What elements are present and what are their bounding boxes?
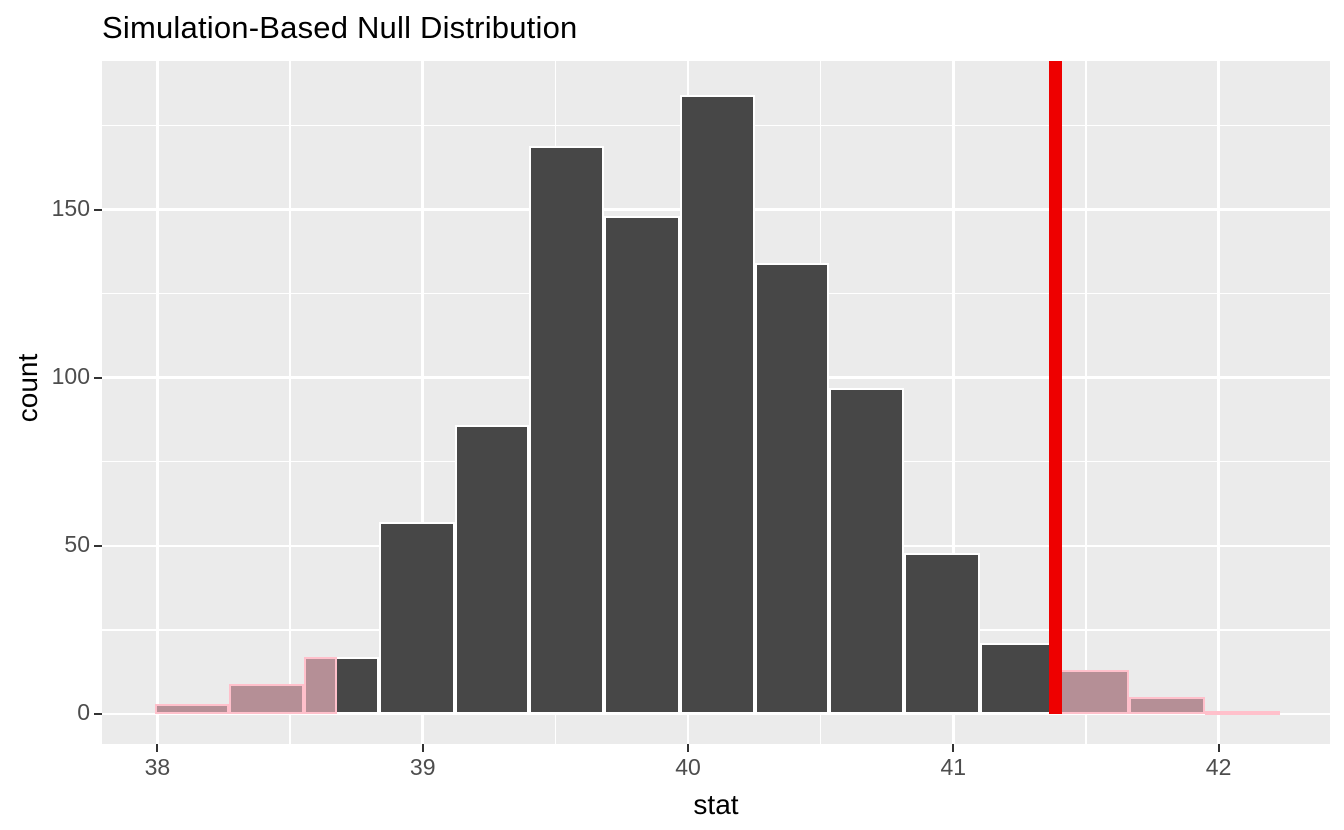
y-tick-mark (94, 713, 102, 715)
y-tick-label: 50 (64, 530, 90, 557)
x-tick-mark (156, 744, 159, 752)
gridline-major-x (421, 61, 424, 744)
histogram-bar (529, 145, 605, 714)
x-tick-mark (1217, 744, 1220, 752)
histogram-bar (904, 552, 980, 714)
histogram-bar (379, 522, 455, 714)
gridline-major-x (156, 61, 159, 744)
p-value-shade-bar (1204, 710, 1280, 715)
chart-title: Simulation-Based Null Distribution (102, 10, 578, 45)
histogram-bar (829, 387, 905, 714)
x-tick-label: 38 (144, 754, 171, 780)
x-axis-title: stat (693, 789, 739, 820)
observed-stat-line (1048, 61, 1062, 714)
x-tick-label: 40 (675, 754, 701, 780)
x-tick-mark (421, 744, 424, 752)
histogram-bar (754, 263, 830, 714)
gridline-major-y (102, 712, 1330, 716)
histogram-bar (979, 643, 1055, 714)
x-tick-label: 41 (940, 754, 967, 780)
y-tick-mark (94, 208, 102, 211)
gridline-major-x (952, 61, 955, 744)
y-tick-label: 0 (77, 699, 90, 726)
p-value-shade-bar (1129, 697, 1205, 714)
gridline-minor-x (1085, 61, 1087, 744)
y-tick-mark (94, 376, 102, 379)
histogram-bar (679, 95, 755, 714)
y-tick-label: 100 (51, 362, 90, 389)
gridline-minor-x (289, 61, 291, 744)
y-tick-mark (94, 544, 102, 547)
p-value-shade-bar (304, 656, 338, 714)
y-tick-label: 150 (51, 194, 90, 221)
p-value-shade-bar (1054, 670, 1130, 714)
histogram-bar (604, 216, 680, 714)
x-tick-label: 42 (1205, 754, 1232, 780)
x-tick-mark (952, 744, 955, 752)
gridline-major-x (1217, 61, 1220, 744)
x-tick-label: 39 (409, 754, 436, 780)
x-tick-mark (687, 744, 689, 752)
p-value-shade-bar (154, 703, 230, 714)
histogram-bar (454, 424, 530, 714)
p-value-shade-bar (229, 683, 305, 714)
